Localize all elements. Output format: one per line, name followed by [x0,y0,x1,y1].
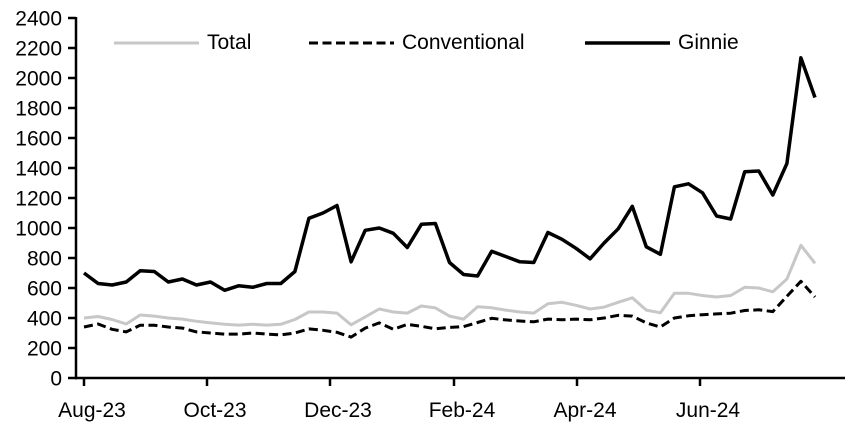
y-tick-label: 0 [50,368,62,391]
legend-label-total: Total [207,31,252,54]
legend-swatch-conventional-dashed-line-icon [309,31,394,55]
series-line-conventional [83,279,817,339]
legend-label-ginnie: Ginnie [678,31,739,54]
legend-swatch-total-line-icon [114,31,199,55]
y-tick-label: 2200 [15,38,62,61]
axes: 0 200 400 600 800 1000 1200 1400 1600 1800 2000 220… [15,8,845,422]
y-tick-label: 2000 [15,68,62,91]
y-tick-label: 200 [27,338,62,361]
y-tick-label: 1400 [15,158,62,181]
x-tick-label: Jun-24 [676,399,741,422]
y-tick-label: 1200 [15,188,62,211]
x-tick-label: Feb-24 [429,399,496,422]
y-tick-label: 1600 [15,128,62,151]
legend-item-ginnie: Ginnie [585,31,739,55]
plot-lines [82,56,817,339]
x-tick-label: Dec-23 [304,399,372,422]
legend-swatch-ginnie-line-icon [585,31,670,55]
y-tick-label: 1000 [15,218,62,241]
y-tick-label: 2400 [15,8,62,31]
legend-item-conventional: Conventional [309,31,525,55]
x-tick-label: Oct-23 [183,399,246,422]
y-tick-label: 600 [27,278,62,301]
y-tick-label: 1800 [15,98,62,121]
x-tick-label: Apr-24 [553,399,616,422]
legend-item-total: Total [114,31,251,55]
legend-label-conventional: Conventional [402,31,525,54]
x-tick-label: Aug-23 [58,399,126,422]
y-tick-label: 400 [27,308,62,331]
y-tick-label: 800 [27,248,62,271]
series-line-total [83,243,817,327]
series-line-ginnie [82,56,817,293]
